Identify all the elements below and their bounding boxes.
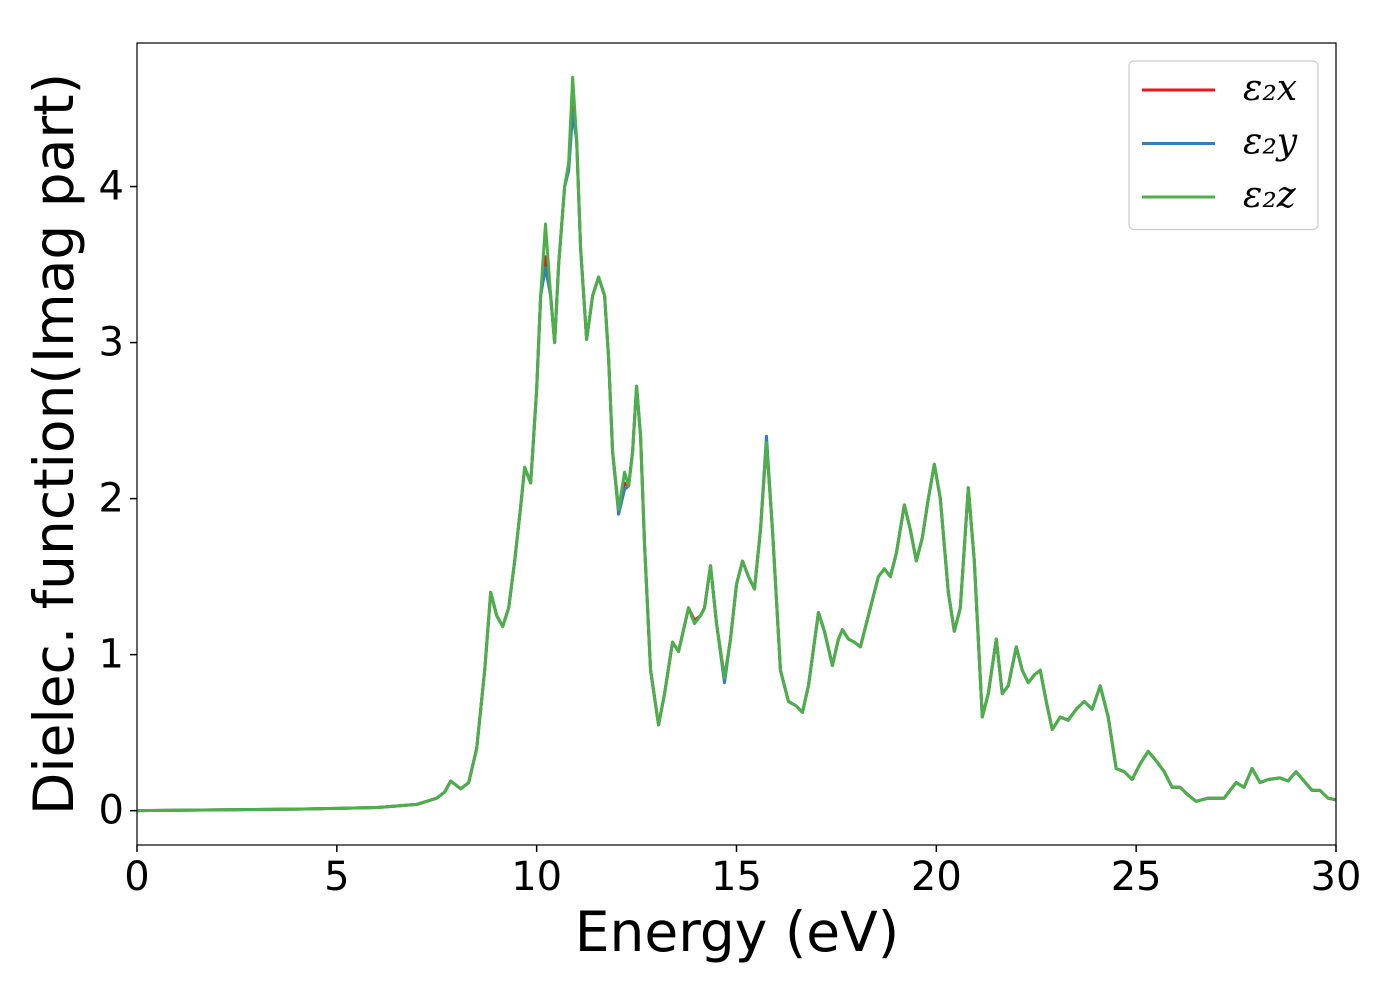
x-tick-label: 0 [124,854,149,900]
y-tick-label: 1 [99,632,124,678]
y-tick-label: 4 [99,164,124,210]
y-tick-label: 0 [99,788,124,834]
legend: ε₂x ε₂y ε₂z [1128,60,1319,231]
plot-lines [137,75,1336,813]
x-tick-label: 30 [1311,854,1362,900]
plot-frame [136,42,1337,846]
legend-box [1128,60,1319,231]
x-tick-label: 15 [711,854,762,900]
x-tick-label: 25 [1111,854,1162,900]
x-tick-label: 5 [324,854,349,900]
legend-label: ε₂y [1243,122,1298,163]
x-axis-label: Energy (eV) [575,900,899,964]
legend-label: ε₂z [1243,175,1297,216]
y-tick-label: 2 [99,476,124,522]
y-tick-label: 3 [99,320,124,366]
x-tick-label: 10 [511,854,562,900]
legend-label: ε₂x [1243,68,1297,109]
x-tick-label: 20 [911,854,962,900]
series-line [137,75,1336,813]
y-axis-label: Dielec. function(Imag part) [22,73,86,815]
